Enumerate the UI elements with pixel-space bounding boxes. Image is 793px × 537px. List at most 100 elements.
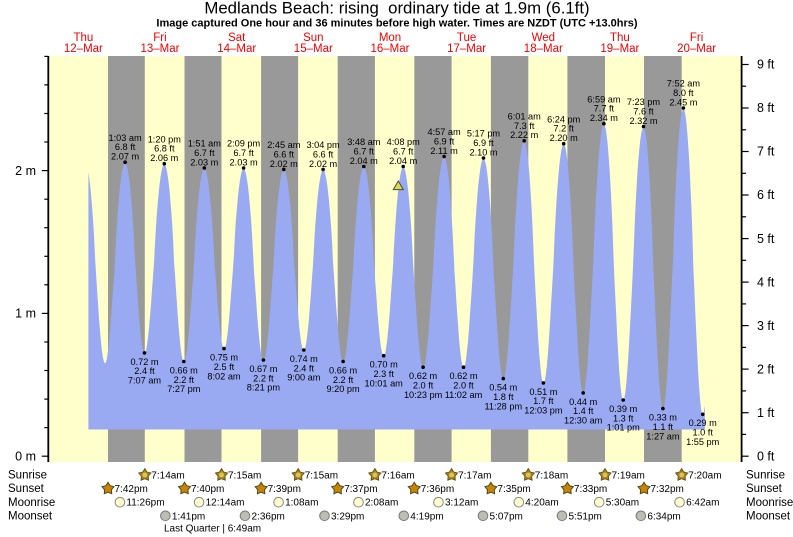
svg-text:2.02 m: 2.02 m: [309, 159, 337, 169]
svg-text:2.45 m: 2.45 m: [669, 97, 697, 107]
svg-text:Sun: Sun: [303, 32, 323, 44]
svg-text:2.02 m: 2.02 m: [270, 159, 298, 169]
svg-text:1.1 ft: 1.1 ft: [653, 422, 674, 432]
svg-text:Moonrise: Moonrise: [746, 497, 793, 509]
svg-text:2.2 ft: 2.2 ft: [253, 373, 274, 383]
svg-text:2:45 am: 2:45 am: [267, 140, 301, 150]
svg-text:1:03 am: 1:03 am: [108, 133, 142, 143]
svg-text:1:27 am: 1:27 am: [646, 431, 680, 441]
svg-text:1:41pm: 1:41pm: [172, 511, 205, 522]
svg-text:7.7 ft: 7.7 ft: [594, 104, 615, 114]
svg-text:9:00 am: 9:00 am: [287, 373, 321, 383]
svg-text:7.3 ft: 7.3 ft: [514, 121, 535, 131]
svg-text:7:36pm: 7:36pm: [421, 484, 454, 495]
svg-text:1:08am: 1:08am: [285, 498, 318, 509]
svg-text:0.66 m: 0.66 m: [170, 365, 198, 375]
svg-text:Sunrise: Sunrise: [746, 470, 785, 482]
svg-text:6:34pm: 6:34pm: [647, 511, 680, 522]
svg-text:Sunset: Sunset: [8, 483, 45, 495]
svg-text:6.8 ft: 6.8 ft: [115, 142, 136, 152]
svg-text:Medlands Beach: rising ordina: Medlands Beach: rising ordinary tide at …: [204, 0, 589, 18]
svg-text:1 m: 1 m: [15, 307, 36, 321]
svg-text:6.9 ft: 6.9 ft: [434, 137, 455, 147]
svg-text:1:51 am: 1:51 am: [188, 139, 222, 149]
svg-text:6:01 am: 6:01 am: [508, 111, 542, 121]
svg-text:6.7 ft: 6.7 ft: [194, 148, 215, 158]
svg-text:1.3 ft: 1.3 ft: [613, 413, 634, 423]
svg-text:16–Mar: 16–Mar: [371, 43, 410, 55]
svg-text:2.06 m: 2.06 m: [150, 153, 178, 163]
svg-text:2.5 ft: 2.5 ft: [214, 362, 235, 372]
svg-text:0.39 m: 0.39 m: [609, 404, 637, 414]
svg-text:2.07 m: 2.07 m: [111, 152, 139, 162]
svg-text:7 ft: 7 ft: [757, 145, 775, 159]
svg-text:0.70 m: 0.70 m: [370, 360, 398, 370]
svg-text:4:20am: 4:20am: [525, 498, 558, 509]
svg-text:7:39pm: 7:39pm: [268, 484, 301, 495]
svg-text:7:27 pm: 7:27 pm: [167, 384, 201, 394]
svg-text:2 m: 2 m: [15, 164, 36, 178]
svg-text:Sunset: Sunset: [746, 483, 783, 495]
svg-text:7:52 am: 7:52 am: [667, 79, 701, 89]
svg-text:0.72 m: 0.72 m: [130, 357, 158, 367]
svg-text:2.0 ft: 2.0 ft: [413, 381, 434, 391]
svg-text:7:07 am: 7:07 am: [128, 376, 162, 386]
svg-text:2:36pm: 2:36pm: [252, 511, 285, 522]
svg-text:0.54 m: 0.54 m: [489, 383, 517, 393]
svg-text:5:07pm: 5:07pm: [490, 511, 523, 522]
svg-text:4:08 pm: 4:08 pm: [387, 137, 421, 147]
svg-text:0 ft: 0 ft: [757, 449, 775, 463]
svg-text:6.7 ft: 6.7 ft: [354, 147, 375, 157]
svg-text:1:20 pm: 1:20 pm: [148, 134, 182, 144]
svg-text:7:20am: 7:20am: [688, 471, 721, 482]
svg-text:Last Quarter | 6:49am: Last Quarter | 6:49am: [164, 524, 261, 535]
svg-text:7:18am: 7:18am: [535, 471, 568, 482]
svg-text:5 ft: 5 ft: [757, 232, 775, 246]
svg-text:2.10 m: 2.10 m: [469, 147, 497, 157]
svg-text:2.4 ft: 2.4 ft: [134, 366, 155, 376]
svg-text:7:14am: 7:14am: [151, 471, 184, 482]
svg-text:2 ft: 2 ft: [757, 362, 775, 376]
svg-text:0 m: 0 m: [15, 449, 36, 463]
svg-text:18–Mar: 18–Mar: [524, 43, 563, 55]
svg-text:7:15am: 7:15am: [305, 471, 338, 482]
svg-text:9:20 pm: 9:20 pm: [326, 384, 360, 394]
svg-text:0.66 m: 0.66 m: [329, 365, 357, 375]
svg-text:7:19am: 7:19am: [612, 471, 645, 482]
svg-text:Image captured One hour and 36: Image captured One hour and 36 minutes b…: [156, 18, 638, 30]
svg-text:7:35pm: 7:35pm: [497, 484, 530, 495]
svg-text:2.04 m: 2.04 m: [389, 156, 417, 166]
svg-text:0.62 m: 0.62 m: [409, 371, 437, 381]
svg-text:6:42am: 6:42am: [686, 498, 719, 509]
svg-text:2.32 m: 2.32 m: [629, 116, 657, 126]
svg-text:3 ft: 3 ft: [757, 319, 775, 333]
svg-text:1.0 ft: 1.0 ft: [692, 428, 713, 438]
svg-text:3:12am: 3:12am: [445, 498, 478, 509]
svg-text:0.44 m: 0.44 m: [569, 397, 597, 407]
svg-text:6.8 ft: 6.8 ft: [154, 144, 175, 154]
svg-text:7:23 pm: 7:23 pm: [627, 97, 661, 107]
svg-text:1 ft: 1 ft: [757, 406, 775, 420]
svg-text:2.2 ft: 2.2 ft: [333, 375, 354, 385]
svg-text:19–Mar: 19–Mar: [600, 43, 639, 55]
svg-text:7:37pm: 7:37pm: [344, 484, 377, 495]
svg-text:2.20 m: 2.20 m: [550, 133, 578, 143]
svg-text:5:30am: 5:30am: [606, 498, 639, 509]
svg-text:Mon: Mon: [379, 32, 401, 44]
svg-text:7:33pm: 7:33pm: [574, 484, 607, 495]
svg-text:0.29 m: 0.29 m: [689, 418, 717, 428]
svg-text:6:24 pm: 6:24 pm: [547, 114, 581, 124]
svg-text:8 ft: 8 ft: [757, 101, 775, 115]
svg-text:15–Mar: 15–Mar: [294, 43, 333, 55]
svg-text:Moonset: Moonset: [8, 510, 53, 522]
svg-text:0.62 m: 0.62 m: [449, 371, 477, 381]
svg-text:7:32pm: 7:32pm: [651, 484, 684, 495]
svg-text:6.6 ft: 6.6 ft: [313, 149, 334, 159]
svg-text:11:02 am: 11:02 am: [445, 390, 483, 400]
svg-text:5:51pm: 5:51pm: [569, 511, 602, 522]
svg-text:2:08am: 2:08am: [365, 498, 398, 509]
svg-text:8:02 am: 8:02 am: [207, 371, 241, 381]
svg-text:2.11 m: 2.11 m: [430, 146, 458, 156]
svg-text:6.7 ft: 6.7 ft: [393, 147, 414, 157]
svg-text:20–Mar: 20–Mar: [677, 43, 716, 55]
